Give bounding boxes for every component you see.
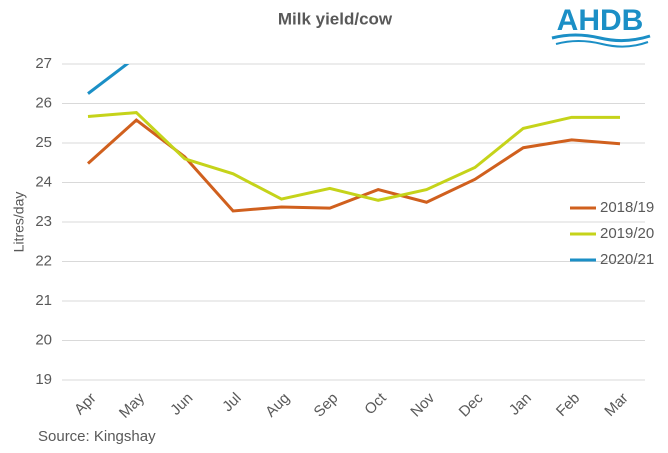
logo-wave (551, 33, 651, 43)
y-axis-label: Litres/day (11, 192, 27, 253)
y-tick-label: 26 (35, 94, 52, 111)
x-tick-label: Jun (167, 390, 196, 419)
legend-label: 2019/20 (600, 225, 654, 242)
y-tick-label: 22 (35, 252, 52, 269)
y-tick-label: 21 (35, 292, 52, 309)
x-tick-label: Mar (601, 390, 631, 420)
x-tick-label: Feb (553, 390, 583, 420)
x-tick-label: Oct (361, 389, 390, 418)
y-tick-label: 25 (35, 134, 52, 151)
x-tick-label: Dec (456, 389, 487, 420)
y-tick-label: 24 (35, 173, 52, 190)
series-line (87, 111, 620, 202)
y-tick-label: 19 (35, 371, 52, 388)
series-line (86, 118, 621, 213)
y-tick-label: 27 (35, 55, 52, 72)
legend-label: 2020/21 (600, 251, 654, 268)
x-tick-label: May (116, 389, 148, 421)
series-line (87, 64, 130, 95)
chart-title: Milk yield/cow (278, 9, 393, 28)
source: Source: Kingshay (38, 428, 156, 445)
x-tick-label: Sep (311, 390, 342, 421)
y-tick-label: 23 (35, 213, 52, 230)
x-tick-label: Apr (71, 390, 100, 419)
legend-label: 2018/19 (600, 199, 654, 216)
logo: AHDB (557, 4, 644, 37)
x-tick-label: Jul (219, 390, 245, 416)
y-tick-label: 20 (35, 331, 52, 348)
x-tick-label: Aug (262, 390, 293, 421)
x-tick-label: Jan (506, 390, 535, 419)
logo-wave (555, 40, 649, 48)
x-tick-label: Nov (407, 389, 438, 420)
